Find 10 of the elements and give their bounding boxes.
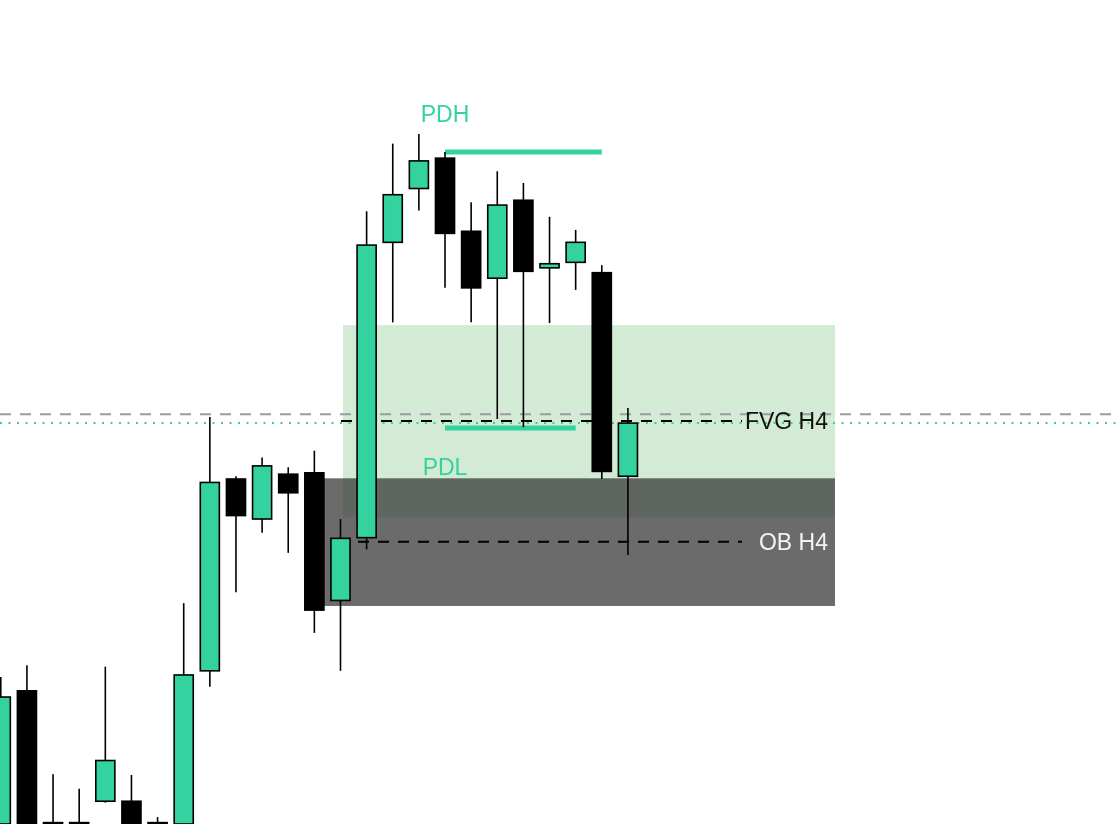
candlestick [277, 466, 299, 554]
series-label: PDH [420, 100, 470, 127]
candlestick [121, 774, 142, 824]
candlestick [42, 773, 64, 824]
candlestick [539, 216, 560, 324]
ref-line-label: OB H4 [758, 529, 829, 556]
ref-line-label: FVG H4 [744, 408, 829, 435]
series-label: PDL [422, 453, 468, 480]
candlestick [68, 788, 90, 824]
candlestick [565, 229, 586, 291]
